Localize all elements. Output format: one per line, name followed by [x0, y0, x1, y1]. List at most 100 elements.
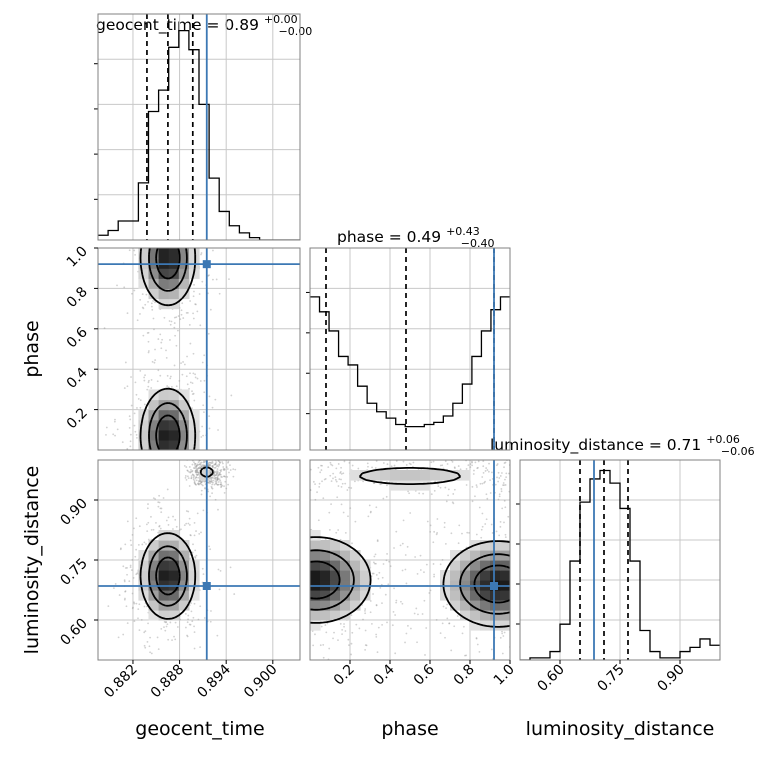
sample-point — [343, 625, 345, 628]
sample-point — [404, 568, 407, 571]
sample-point — [176, 241, 178, 243]
sample-point — [192, 474, 194, 476]
sample-point — [159, 374, 162, 377]
sample-point — [197, 471, 200, 474]
sample-point — [376, 539, 379, 542]
sample-point — [189, 300, 192, 302]
sample-point — [164, 473, 166, 475]
sample-point — [158, 466, 160, 468]
sample-point — [375, 633, 378, 636]
sample-point — [425, 627, 428, 629]
density-cell — [460, 570, 471, 581]
sample-point — [216, 477, 218, 479]
sample-point — [477, 460, 480, 463]
sample-point — [153, 480, 155, 482]
sample-point — [131, 607, 134, 610]
sample-point — [321, 480, 323, 483]
sample-point — [189, 557, 192, 560]
sample-point — [446, 617, 449, 620]
sample-point — [340, 473, 343, 475]
sample-point — [223, 491, 226, 494]
histogram-step — [98, 30, 300, 240]
sample-point — [123, 598, 126, 601]
sample-point — [200, 465, 203, 468]
sample-point — [218, 478, 221, 481]
sample-point — [475, 484, 478, 487]
sample-point — [169, 621, 172, 624]
sample-point — [503, 521, 505, 524]
sample-point — [335, 480, 338, 483]
sample-point — [214, 463, 216, 466]
sample-point — [210, 481, 213, 484]
sample-point — [200, 461, 203, 464]
sample-point — [351, 631, 354, 634]
sample-point — [389, 565, 392, 568]
sample-point — [199, 605, 202, 608]
sample-point — [486, 469, 489, 471]
sample-point — [355, 623, 358, 626]
sample-point — [143, 541, 146, 544]
sample-point — [185, 311, 188, 314]
sample-point — [193, 631, 196, 634]
sample-point — [216, 478, 219, 481]
sample-point — [456, 615, 459, 617]
sample-point — [216, 478, 219, 481]
density-cell — [350, 600, 361, 611]
sample-point — [224, 475, 227, 478]
sample-point — [159, 204, 161, 206]
sample-point — [203, 461, 206, 463]
sample-point — [147, 483, 149, 485]
sample-point — [146, 530, 149, 533]
sample-point — [196, 214, 198, 216]
sample-point — [155, 661, 157, 663]
sample-point — [401, 602, 404, 605]
density-cell — [360, 590, 371, 601]
sample-point — [156, 483, 158, 485]
sample-point — [164, 236, 166, 238]
sample-point — [155, 457, 157, 459]
sample-point — [177, 315, 180, 317]
sample-point — [128, 426, 131, 429]
density-cell — [168, 409, 180, 421]
sample-point — [382, 462, 385, 464]
sample-point — [143, 376, 146, 379]
sample-point — [138, 246, 140, 248]
sample-point — [149, 226, 151, 228]
sample-point — [434, 480, 437, 483]
sample-point — [164, 199, 166, 201]
sample-point — [314, 483, 316, 486]
sample-point — [128, 195, 130, 197]
sample-point — [199, 463, 202, 466]
sample-point — [409, 463, 412, 466]
ylabel-luminosity-distance: luminosity_distance — [21, 466, 43, 655]
sample-point — [218, 472, 220, 474]
density-cell — [460, 560, 471, 571]
sample-point — [147, 462, 149, 464]
sample-point — [160, 192, 162, 194]
density-cell — [158, 439, 170, 450]
sample-point — [197, 467, 200, 470]
sample-point — [228, 278, 230, 281]
sample-point — [202, 509, 205, 512]
density-cell — [360, 570, 371, 581]
sample-point — [199, 482, 202, 485]
density-cell — [168, 389, 180, 401]
sample-point — [126, 448, 129, 450]
sample-point — [379, 483, 382, 486]
sample-point — [157, 648, 160, 651]
sample-point — [129, 451, 131, 453]
sample-point — [328, 647, 331, 650]
sample-point — [198, 532, 201, 535]
sample-point — [213, 483, 216, 486]
sample-point — [117, 636, 120, 639]
density-cell — [450, 560, 461, 571]
sample-point — [194, 518, 196, 520]
sample-point — [207, 490, 210, 493]
sample-point — [164, 477, 166, 479]
sample-point — [186, 311, 189, 314]
sample-point — [155, 472, 157, 474]
sample-point — [145, 476, 147, 478]
sample-point — [155, 478, 157, 480]
sample-point — [217, 465, 220, 468]
sample-point — [496, 463, 499, 465]
